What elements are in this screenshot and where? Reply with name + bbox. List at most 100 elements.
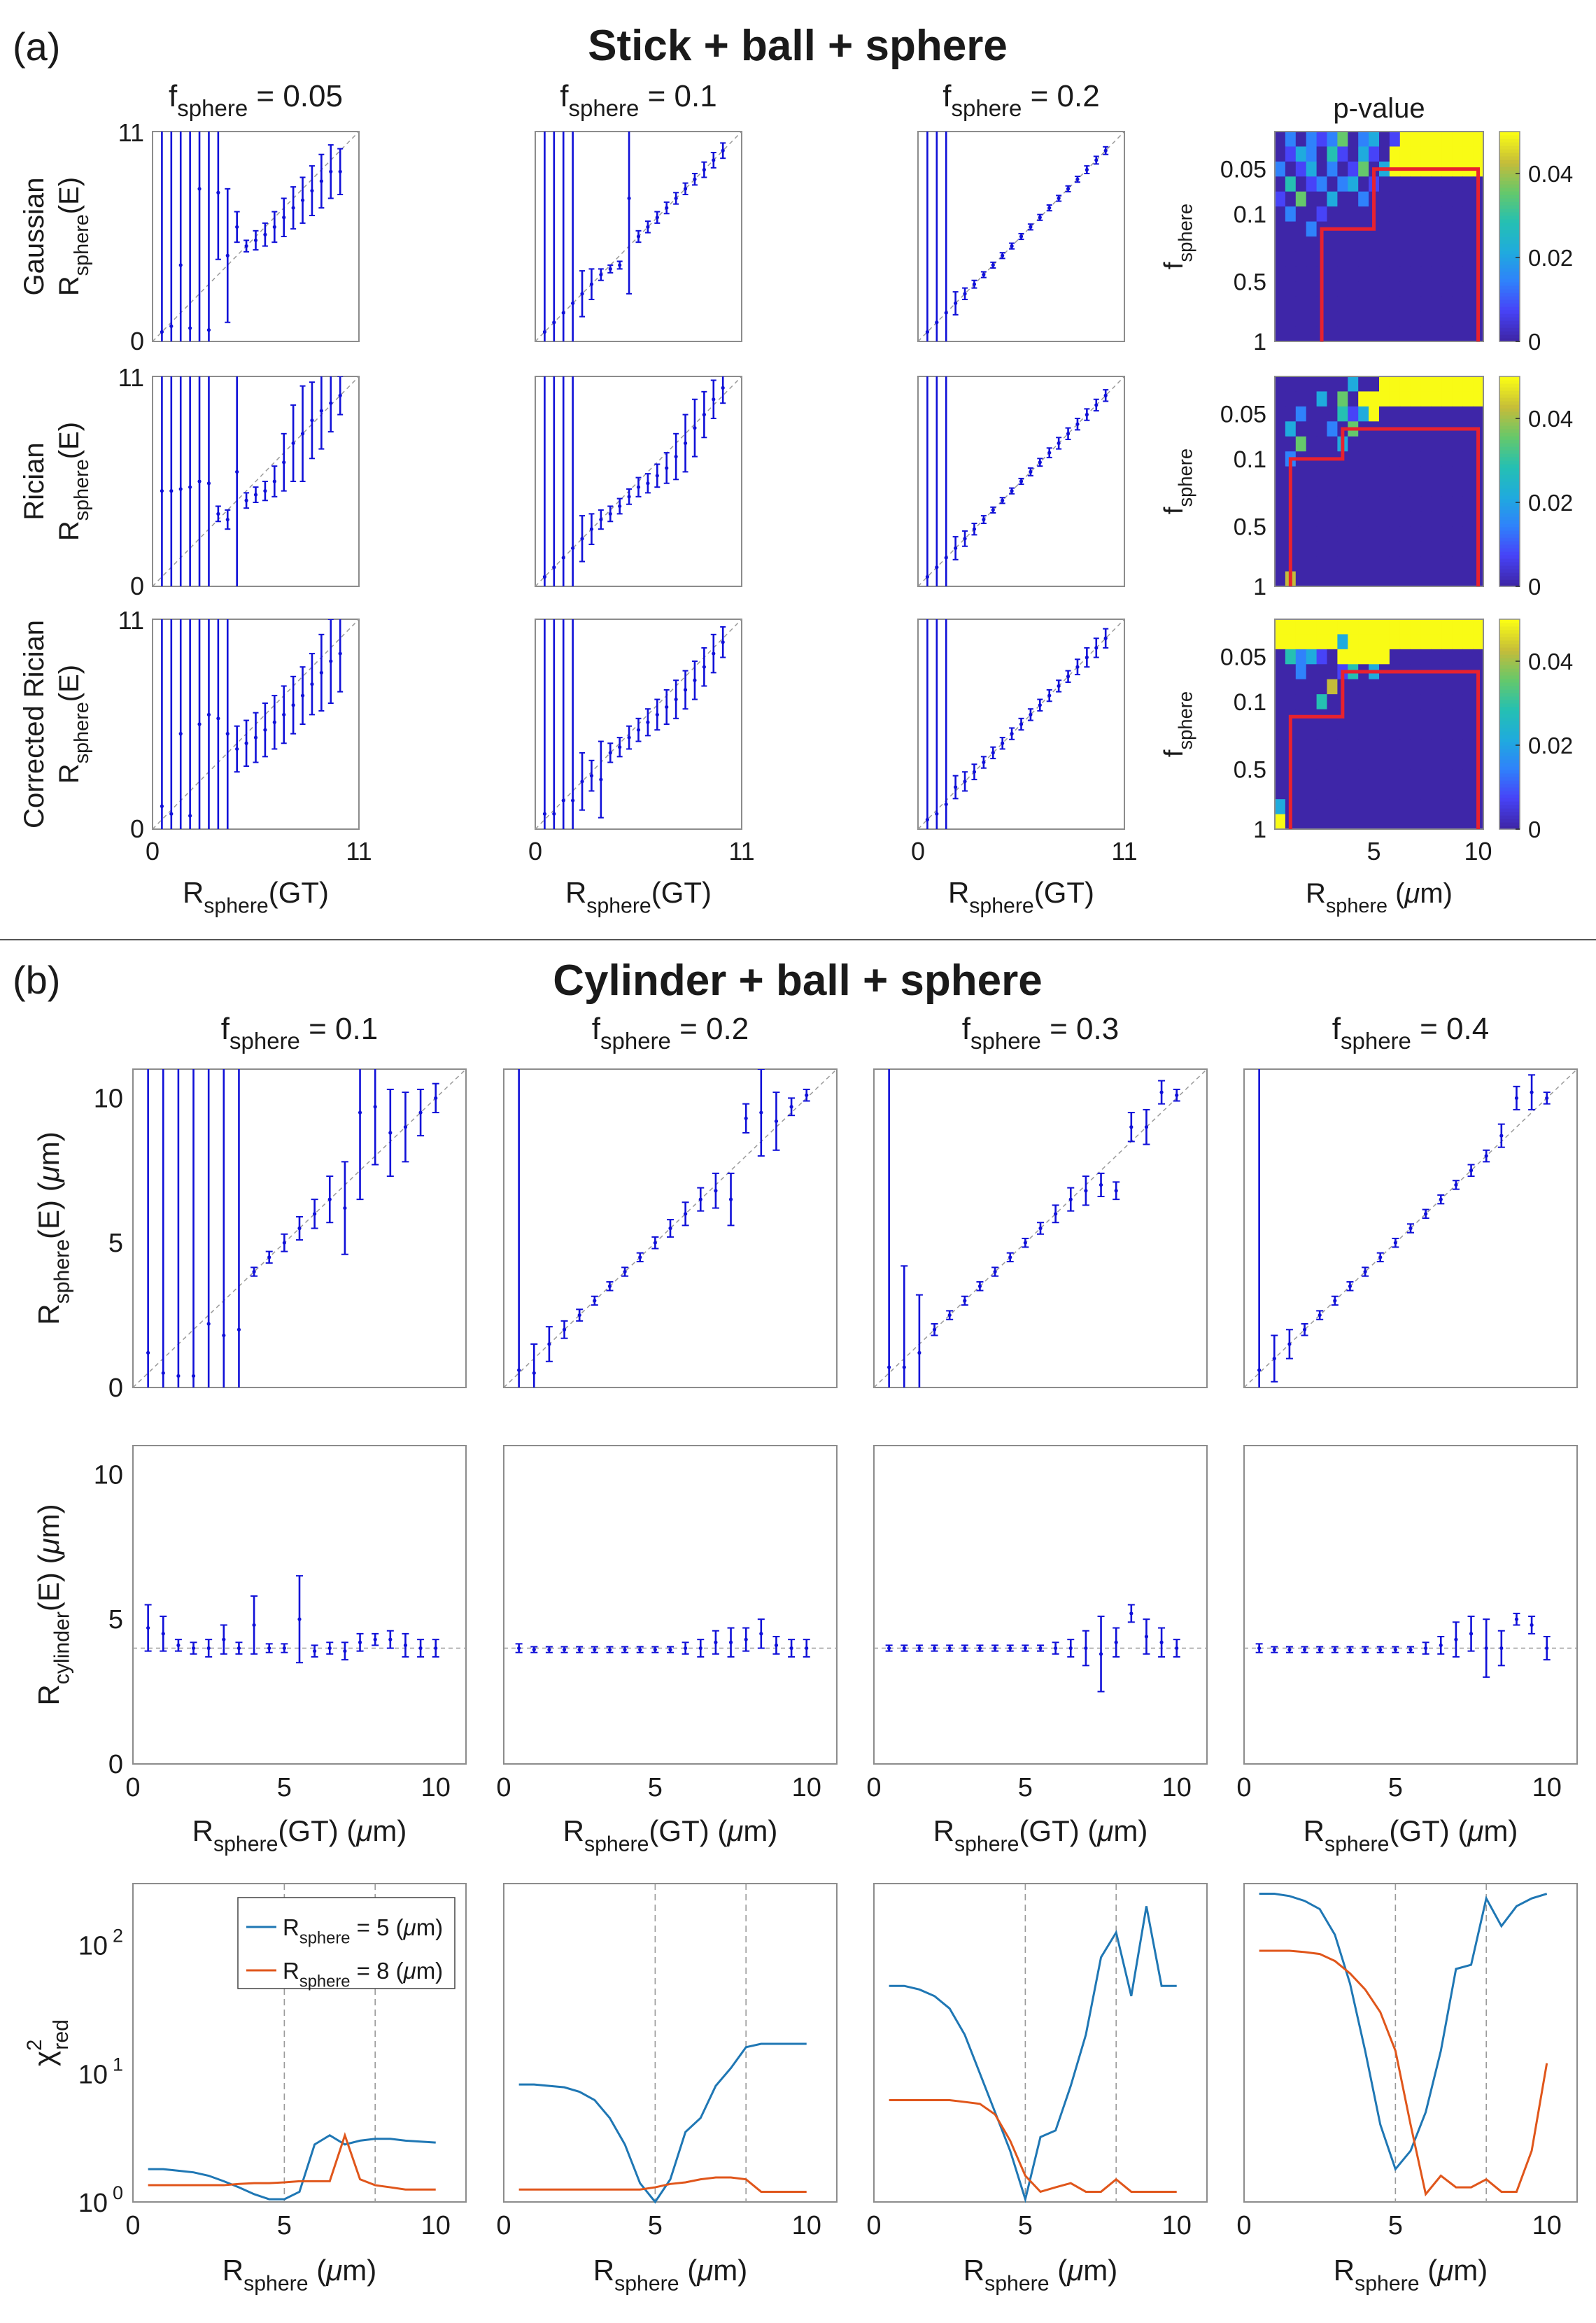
heatmap-cell xyxy=(1431,526,1442,542)
colorbar-segment xyxy=(1499,450,1520,454)
heatmap-cell xyxy=(1306,266,1318,282)
heatmap-cell xyxy=(1295,236,1307,253)
data-point xyxy=(282,1646,286,1651)
data-point xyxy=(963,1646,967,1651)
heatmap-cell xyxy=(1327,496,1338,512)
heatmap-cell xyxy=(1275,436,1286,452)
data-point xyxy=(517,1368,521,1372)
heatmap-cell xyxy=(1452,296,1463,312)
data-point xyxy=(313,1649,317,1653)
colorbar-segment xyxy=(1499,637,1520,641)
data-point xyxy=(947,1313,952,1318)
data-point xyxy=(1363,1648,1367,1652)
data-point xyxy=(169,812,174,816)
heatmap-cell xyxy=(1358,161,1369,177)
heatmap-cell xyxy=(1306,814,1318,830)
heatmap-cell xyxy=(1316,406,1328,422)
colorbar-segment xyxy=(1499,422,1520,426)
panel-a-plot-r2-c0: 0 11 0 11 Rsphere(GT) xyxy=(118,606,372,918)
colorbar-segment xyxy=(1499,275,1520,279)
chi-line-series-1 xyxy=(889,2098,1177,2194)
x-tick-label: 0 xyxy=(1236,1773,1251,1802)
heatmap-cell xyxy=(1295,496,1307,512)
heatmap-cell xyxy=(1462,221,1474,237)
heatmap-cell xyxy=(1327,266,1338,282)
data-point xyxy=(1023,1646,1027,1651)
heatmap-cell xyxy=(1306,541,1318,557)
x-tick-label: 0 xyxy=(496,1773,511,1802)
heatmap-cell xyxy=(1473,376,1484,393)
heatmap-cell xyxy=(1327,679,1338,695)
heatmap-cell xyxy=(1306,251,1318,267)
heatmap-cell xyxy=(1358,391,1369,407)
heatmap-cell xyxy=(1431,769,1442,785)
heatmap-cell xyxy=(1441,191,1453,207)
heatmap-cell xyxy=(1295,406,1307,422)
heatmap-cell xyxy=(1441,281,1453,297)
colorbar-segment xyxy=(1499,819,1520,823)
data-point xyxy=(310,418,314,423)
heatmap-cell xyxy=(1275,481,1286,497)
heatmap-cell xyxy=(1285,311,1297,327)
heatmap-cell xyxy=(1389,466,1401,482)
colorbar-segment xyxy=(1499,457,1520,461)
heatmap-cell xyxy=(1399,814,1411,830)
colorbar-segment xyxy=(1499,696,1520,700)
data-point xyxy=(169,489,174,493)
data-point xyxy=(638,1648,642,1652)
colorbar-segment xyxy=(1499,418,1520,423)
data-point xyxy=(991,263,995,267)
colorbar-tick-label: 0.02 xyxy=(1528,245,1573,271)
heatmap-cell xyxy=(1295,251,1307,267)
heatmap-cell xyxy=(1410,251,1422,267)
heatmap-cell xyxy=(1420,132,1432,148)
data-point xyxy=(216,716,220,721)
heatmap-cell xyxy=(1275,634,1286,650)
heatmap-cell xyxy=(1441,251,1453,267)
heatmap-cell xyxy=(1399,709,1411,725)
data-point xyxy=(188,485,192,489)
heatmap-cell xyxy=(1306,649,1318,665)
data-point xyxy=(547,1342,551,1346)
heatmap-cell xyxy=(1431,481,1442,497)
heatmap-cell xyxy=(1295,146,1307,162)
heatmap-xlabel: Rsphere (μm) xyxy=(1306,878,1453,917)
heatmap-cell xyxy=(1275,649,1286,665)
panel-a-xlabel-1: Rsphere(GT) xyxy=(565,876,712,918)
colorbar-segment xyxy=(1499,380,1520,384)
heatmap-cell xyxy=(1379,176,1390,192)
heatmap-cell xyxy=(1348,266,1359,282)
heatmap-cell xyxy=(1306,799,1318,815)
panel-b-sphere-plot-3 xyxy=(1243,1068,1578,1388)
heatmap-cell xyxy=(1399,191,1411,207)
colorbar-segment xyxy=(1499,135,1520,139)
heatmap-cell xyxy=(1306,236,1318,253)
data-point xyxy=(176,1374,181,1378)
heatmap-cell xyxy=(1389,619,1401,635)
heatmap-cell xyxy=(1441,132,1453,148)
data-point xyxy=(593,1648,597,1652)
chi-x-tick-label: 0 xyxy=(125,2211,140,2240)
data-point xyxy=(636,485,641,489)
colorbar-segment xyxy=(1499,243,1520,248)
heatmap-cell xyxy=(1337,511,1348,527)
heatmap-cell xyxy=(1379,466,1390,482)
data-point xyxy=(993,1269,997,1274)
data-point xyxy=(607,1284,612,1288)
colorbar-segment xyxy=(1499,682,1520,686)
heatmap-cell xyxy=(1369,326,1380,342)
heatmap-cell xyxy=(1441,619,1453,635)
heatmap-cell xyxy=(1441,724,1453,740)
data-point xyxy=(1393,1241,1397,1245)
heatmap-cell xyxy=(1369,649,1380,665)
data-point xyxy=(235,225,239,229)
heatmap-cell xyxy=(1420,326,1432,342)
heatmap-cell xyxy=(1369,814,1380,830)
colorbar-segment xyxy=(1499,139,1520,143)
colorbar-segment xyxy=(1499,693,1520,697)
data-point xyxy=(618,504,622,509)
heatmap-cell xyxy=(1452,619,1463,635)
data-point xyxy=(1530,1623,1534,1627)
data-point xyxy=(1378,1255,1383,1259)
heatmap-cell xyxy=(1431,571,1442,587)
